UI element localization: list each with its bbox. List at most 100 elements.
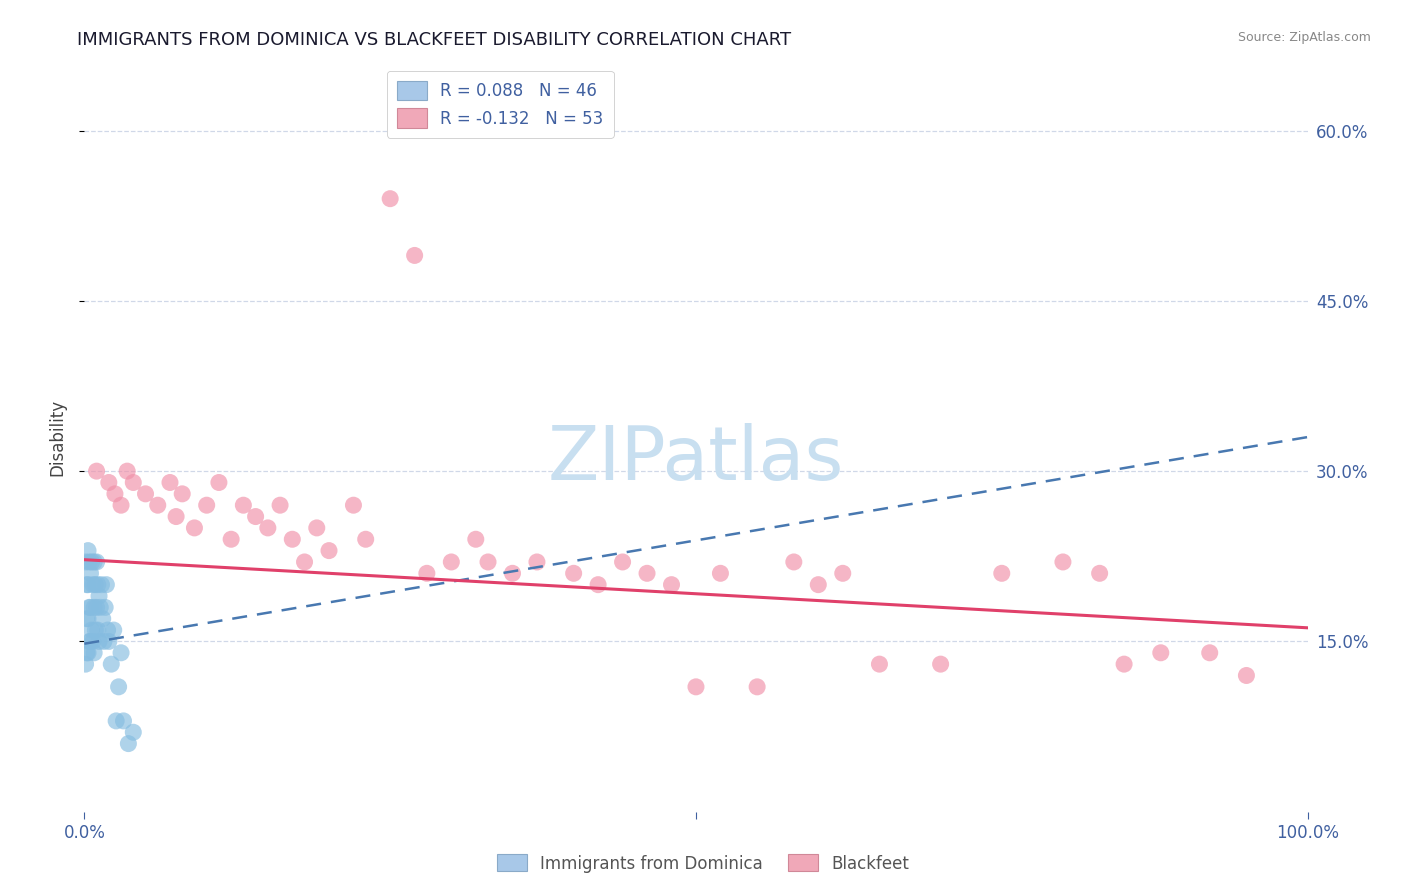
Point <box>90 577 112 591</box>
Text: IMMIGRANTS FROM DOMINICA VS BLACKFEET DISABILITY CORRELATION CHART: IMMIGRANTS FROM DOMINICA VS BLACKFEET DI… <box>77 31 792 49</box>
Point <box>636 566 658 581</box>
Point <box>77 646 100 660</box>
Point <box>89 600 111 615</box>
Y-axis label: Disability: Disability <box>48 399 66 475</box>
Point <box>869 657 891 672</box>
Point <box>83 600 105 615</box>
Point <box>82 634 104 648</box>
Point <box>1150 646 1173 660</box>
Point <box>77 612 100 626</box>
Point <box>100 657 122 672</box>
Point <box>831 566 853 581</box>
Point <box>1052 555 1074 569</box>
Point <box>94 600 117 615</box>
Text: Source: ZipAtlas.com: Source: ZipAtlas.com <box>1237 31 1371 45</box>
Point <box>87 589 110 603</box>
Point <box>79 600 101 615</box>
Point <box>77 600 100 615</box>
Point <box>83 646 105 660</box>
Point <box>76 612 98 626</box>
Point <box>526 555 548 569</box>
Point <box>86 600 108 615</box>
Point <box>87 623 110 637</box>
Point <box>612 555 634 569</box>
Point <box>807 577 830 591</box>
Point <box>661 577 683 591</box>
Point <box>93 634 115 648</box>
Point <box>84 577 107 591</box>
Point <box>380 192 402 206</box>
Point <box>416 566 439 581</box>
Point <box>586 577 609 591</box>
Point <box>245 509 267 524</box>
Point <box>232 498 254 512</box>
Point <box>257 521 280 535</box>
Point <box>77 577 100 591</box>
Point <box>208 475 231 490</box>
Point <box>219 533 242 547</box>
Point <box>97 623 120 637</box>
Point <box>77 634 100 648</box>
Point <box>464 533 486 547</box>
Point <box>103 623 125 637</box>
Point <box>1114 657 1136 672</box>
Point <box>86 464 108 478</box>
Point <box>1236 668 1258 682</box>
Point <box>79 566 101 581</box>
Point <box>440 555 463 569</box>
Point <box>146 498 169 512</box>
Legend: R = 0.088   N = 46, R = -0.132   N = 53: R = 0.088 N = 46, R = -0.132 N = 53 <box>387 70 613 137</box>
Point <box>783 555 806 569</box>
Text: ZIPatlas: ZIPatlas <box>548 423 844 496</box>
Point <box>80 555 103 569</box>
Legend: Immigrants from Dominica, Blackfeet: Immigrants from Dominica, Blackfeet <box>491 847 915 880</box>
Point <box>91 612 114 626</box>
Point <box>105 714 128 728</box>
Point <box>75 555 97 569</box>
Point <box>1088 566 1111 581</box>
Point <box>115 464 138 478</box>
Point <box>562 566 585 581</box>
Point <box>404 248 426 262</box>
Point <box>305 521 328 535</box>
Point <box>135 487 157 501</box>
Point <box>76 646 98 660</box>
Point <box>82 577 104 591</box>
Point <box>112 714 135 728</box>
Point <box>77 543 100 558</box>
Point <box>183 521 205 535</box>
Point <box>685 680 707 694</box>
Point <box>991 566 1014 581</box>
Point <box>97 475 120 490</box>
Point <box>104 487 127 501</box>
Point <box>342 498 364 512</box>
Point <box>122 725 145 739</box>
Point <box>269 498 291 512</box>
Point <box>502 566 524 581</box>
Point <box>87 634 110 648</box>
Point <box>172 487 194 501</box>
Point <box>318 543 340 558</box>
Point <box>117 737 139 751</box>
Point <box>195 498 218 512</box>
Point <box>96 577 118 591</box>
Point <box>76 577 98 591</box>
Point <box>122 475 145 490</box>
Point <box>1198 646 1220 660</box>
Point <box>86 555 108 569</box>
Point <box>159 475 181 490</box>
Point <box>294 555 316 569</box>
Point <box>110 646 132 660</box>
Point <box>110 498 132 512</box>
Point <box>84 623 107 637</box>
Point <box>77 555 100 569</box>
Point <box>165 509 187 524</box>
Point <box>747 680 769 694</box>
Point <box>97 634 120 648</box>
Point <box>87 577 110 591</box>
Point <box>354 533 377 547</box>
Point <box>281 533 304 547</box>
Point <box>83 555 105 569</box>
Point <box>477 555 499 569</box>
Point <box>929 657 952 672</box>
